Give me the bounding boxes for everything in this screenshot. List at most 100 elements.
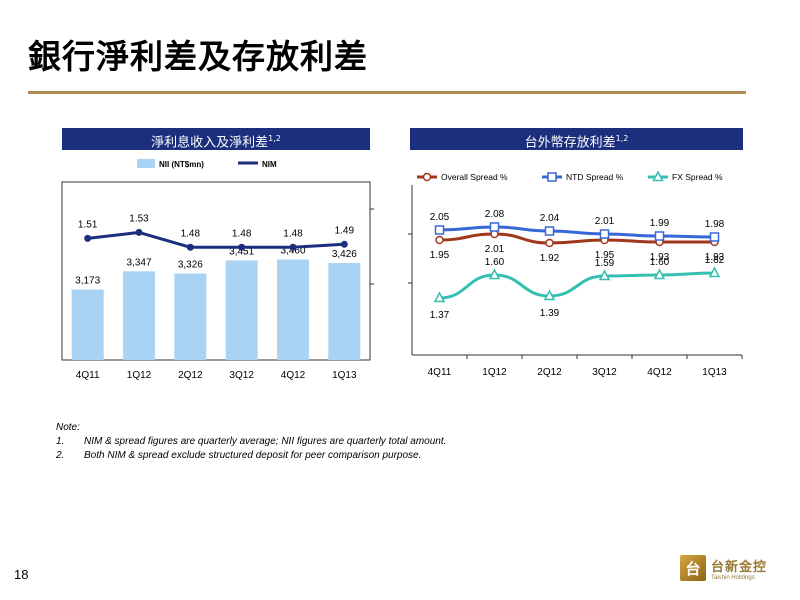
- right-x-tick-label: 2Q12: [537, 367, 562, 378]
- ntd-spread-point: [709, 232, 720, 242]
- right-panel-header-footnote: 1,2: [615, 134, 629, 143]
- title-divider: [28, 91, 746, 94]
- legend-swatch-nii: [137, 159, 155, 168]
- overall-spread-line: [439, 232, 715, 245]
- overall-spread-point: [545, 238, 554, 248]
- nii-data-label: 3,173: [75, 276, 100, 287]
- legend-label-fx-spread: FX Spread %: [672, 172, 723, 182]
- fx-spread-data-label: 1.62: [705, 255, 725, 266]
- logo-name-cn: 台新金控: [711, 559, 768, 575]
- fx-spread-point: [488, 268, 501, 280]
- legend-label-overall-spread: Overall Spread %: [441, 172, 508, 182]
- fx-spread-data-label: 1.39: [540, 308, 560, 319]
- nii-bar: [277, 259, 309, 360]
- note-item: 2. Both NIM & spread exclude structured …: [56, 449, 446, 463]
- page-number: 18: [14, 567, 29, 582]
- fx-spread-point: [653, 268, 666, 280]
- note-text: Both NIM & spread exclude structured dep…: [84, 450, 422, 461]
- left-panel-header: 淨利息收入及淨利差1,2: [62, 128, 370, 150]
- fx-spread-data-label: 1.59: [595, 258, 615, 269]
- left-x-tick-label: 4Q12: [281, 370, 306, 381]
- nim-data-label: 1.48: [232, 228, 252, 239]
- fx-spread-data-label: 1.60: [485, 257, 505, 268]
- legend-marker-fx-spread: [652, 170, 664, 182]
- ntd-spread-data-label: 1.98: [705, 219, 725, 230]
- page-title: 銀行淨利差及存放利差: [28, 37, 368, 76]
- ntd-spread-point: [434, 225, 445, 235]
- ntd-spread-point: [489, 222, 500, 232]
- legend-label-ntd-spread: NTD Spread %: [566, 172, 624, 182]
- left-x-tick-label: 2Q12: [178, 370, 203, 381]
- left-panel-header-text: 淨利息收入及淨利差: [151, 135, 269, 151]
- left-plot-frame: [61, 181, 371, 361]
- ntd-spread-point: [544, 226, 555, 236]
- overall-spread-data-label: 1.92: [540, 253, 560, 264]
- ntd-spread-line: [439, 225, 715, 239]
- nii-bar: [225, 260, 258, 360]
- nim-data-label: 1.53: [129, 213, 149, 224]
- note-item: 1. NIM & spread figures are quarterly av…: [56, 435, 446, 449]
- right-x-tick-label: 4Q12: [647, 367, 672, 378]
- notes-heading: Note:: [56, 422, 80, 433]
- nim-point: [238, 243, 246, 251]
- right-panel-header-text: 台外幣存放利差: [524, 135, 616, 151]
- left-x-tick-label: 4Q11: [76, 370, 100, 381]
- notes-section: Note: 1. NIM & spread figures are quarte…: [56, 421, 446, 463]
- nim-point: [186, 243, 194, 251]
- left-panel-header-footnote: 1,2: [268, 134, 281, 143]
- nim-point: [84, 234, 92, 242]
- right-panel-header: 台外幣存放利差1,2: [410, 128, 743, 150]
- legend-label-nii: NII (NT$mn): [159, 160, 204, 169]
- logo-mark-icon: 台: [680, 555, 706, 581]
- fx-spread-point: [708, 266, 721, 278]
- right-x-tick-label: 1Q13: [702, 367, 727, 378]
- nim-point: [289, 243, 297, 251]
- nim-data-label: 1.48: [283, 228, 303, 239]
- nim-data-label: 1.49: [335, 225, 355, 236]
- legend-marker-ntd-spread: [547, 172, 557, 182]
- right-x-tick-label: 3Q12: [592, 367, 617, 378]
- nim-point: [340, 240, 348, 248]
- left-x-tick-label: 1Q12: [127, 370, 152, 381]
- note-text: NIM & spread figures are quarterly avera…: [84, 436, 447, 447]
- fx-spread-point: [433, 291, 446, 303]
- ntd-spread-data-label: 2.04: [540, 213, 560, 224]
- nim-data-label: 1.51: [78, 219, 98, 230]
- fx-spread-line: [439, 271, 715, 300]
- fx-spread-point: [598, 269, 611, 281]
- left-x-tick-label: 1Q13: [332, 370, 357, 381]
- nim-line: [87, 230, 345, 249]
- nii-bar: [174, 273, 207, 360]
- overall-spread-data-label: 2.01: [485, 244, 505, 255]
- logo-text: 台新金控 Taishin Holdings: [711, 556, 767, 581]
- overall-spread-data-label: 1.95: [430, 250, 450, 261]
- note-number: 1.: [56, 436, 65, 447]
- nim-data-label: 1.48: [181, 228, 201, 239]
- overall-spread-data-label: 1.93: [650, 252, 670, 263]
- ntd-spread-data-label: 2.05: [430, 212, 450, 223]
- overall-spread-point: [435, 235, 444, 245]
- note-number: 2.: [56, 450, 65, 461]
- nim-point: [135, 228, 143, 236]
- nii-data-label: 3,347: [126, 257, 151, 268]
- overall-spread-data-label: 1.93: [705, 252, 725, 263]
- company-logo: 台 台新金控 Taishin Holdings: [680, 555, 767, 581]
- nii-data-label: 3,451: [229, 246, 254, 257]
- fx-spread-point: [543, 289, 556, 301]
- ntd-spread-data-label: 2.08: [485, 209, 505, 220]
- legend-marker-overall-spread: [422, 172, 432, 182]
- right-x-tick-label: 1Q12: [482, 367, 507, 378]
- ntd-spread-data-label: 2.01: [595, 216, 615, 227]
- nii-bar: [71, 289, 104, 360]
- fx-spread-data-label: 1.37: [430, 310, 450, 321]
- logo-name-en: Taishin Holdings: [711, 574, 755, 581]
- nii-data-label: 3,460: [280, 245, 305, 256]
- right-x-tick-label: 4Q11: [428, 367, 452, 378]
- nii-data-label: 3,426: [332, 249, 357, 260]
- nii-data-label: 3,326: [178, 260, 203, 271]
- ntd-spread-point: [654, 231, 665, 241]
- ntd-spread-point: [599, 229, 610, 239]
- overall-spread-data-label: 1.95: [595, 250, 615, 261]
- legend-label-nim: NIM: [262, 160, 277, 169]
